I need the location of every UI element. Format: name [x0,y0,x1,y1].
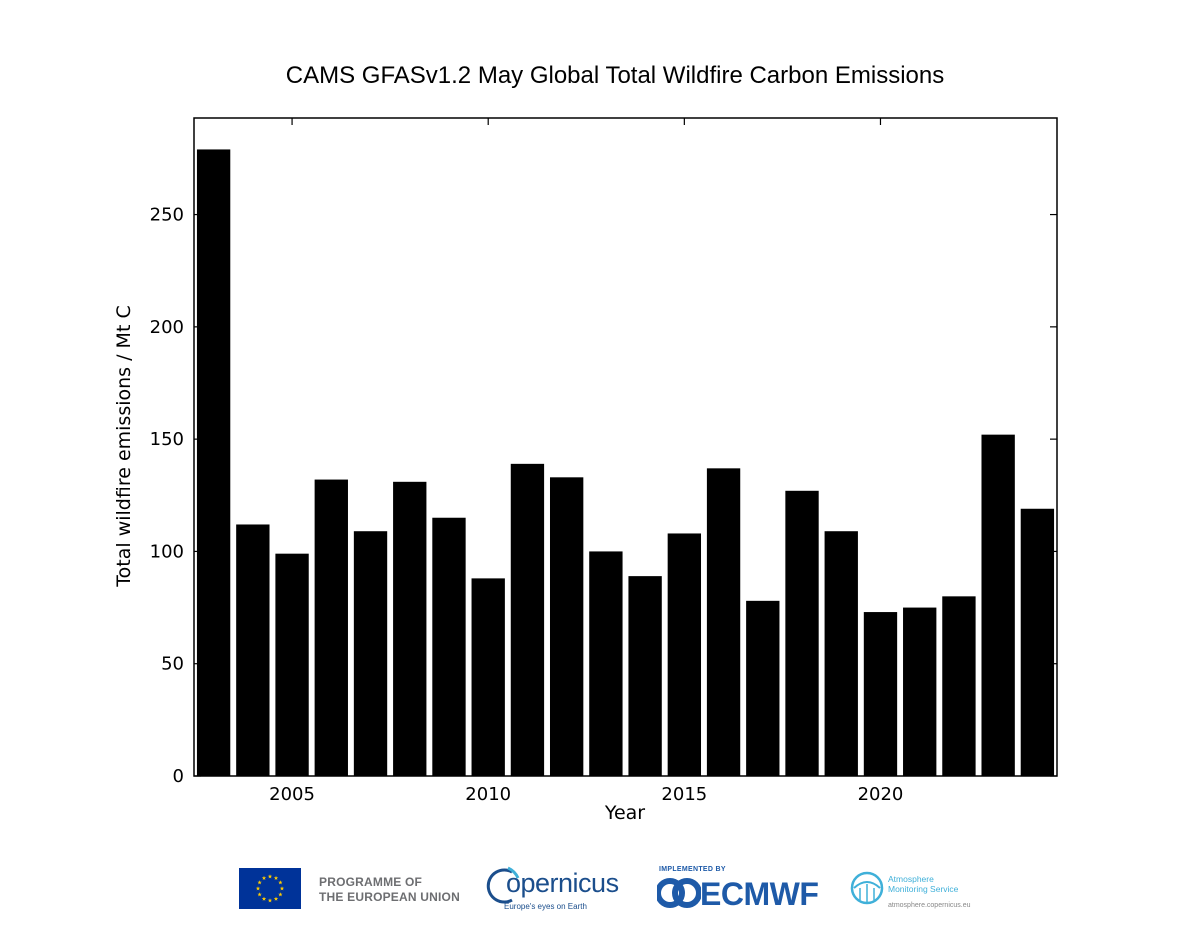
bar-2006 [314,479,348,776]
eu-star-icon [267,874,273,879]
bar-2022 [942,596,976,776]
x-tick-label-2015: 2015 [661,784,707,805]
eu-star-icon [257,892,262,897]
x-tick-label-2020: 2020 [858,784,904,805]
eu-flag-icon [239,868,301,909]
bar-2010 [471,578,505,776]
y-axis-label: Total wildfire emissions / Mt C [113,305,135,587]
y-tick-label-0: 0 [173,766,184,787]
y-tick-label-150: 150 [150,429,184,450]
bar-2019 [824,531,858,776]
copernicus-tagline: Europe's eyes on Earth [504,902,587,911]
y-tick-label-50: 50 [161,654,184,675]
eu-star-icon [261,896,267,901]
y-tick-label-200: 200 [150,317,184,338]
bar-2005 [275,553,309,776]
x-axis-label: Year [604,802,645,824]
ecmwf-logo: IMPLEMENTED BY ECMWF [657,864,827,914]
ams-url: atmosphere.copernicus.eu [888,902,971,909]
bar-2021 [903,607,937,776]
bar-2023 [981,434,1015,776]
x-axis: 2005 2010 2015 2020 [269,118,903,805]
bar-2011 [510,463,545,776]
bar-2007 [353,531,388,776]
chart: CAMS GFASv1.2 May Global Total Wildfire … [113,62,1058,824]
ams-title: Atmosphere Monitoring Service [888,874,958,894]
y-axis: 0 50 100 150 200 250 [150,205,1057,787]
bar-2024 [1020,508,1055,776]
eu-text-line2: THE EUROPEAN UNION [319,890,460,904]
copernicus-word: opernicus [506,868,619,898]
bar-2014 [628,576,662,776]
eu-text-line1: PROGRAMME OF [319,875,423,889]
x-tick-label-2010: 2010 [465,784,511,805]
copernicus-c-icon [486,866,520,904]
bar-2017 [746,600,780,776]
chart-title: CAMS GFASv1.2 May Global Total Wildfire … [286,62,944,89]
bar-2013 [589,551,623,776]
y-tick-label-100: 100 [150,541,184,562]
bar-2015 [667,533,702,776]
bar-2020 [863,612,898,776]
eu-star-icon [255,886,261,891]
bar-2009 [432,517,466,776]
ams-line2: Monitoring Service [888,884,959,894]
bar-2016 [706,468,741,776]
eu-star-icon [257,880,262,885]
y-tick-label-250: 250 [150,205,184,226]
ecmwf-symbol-icon [657,878,701,908]
ams-globe-icon [850,871,884,905]
eu-star-icon [278,880,283,885]
bar-2012 [549,477,584,776]
ams-logo: Atmosphere Monitoring Service atmosphere… [848,866,988,916]
bar-2004 [236,524,270,776]
ams-line1: Atmosphere [888,874,934,884]
eu-star-icon [261,875,267,880]
plot-frame [193,117,1058,777]
bar-2018 [785,490,819,776]
eu-star-icon [278,892,283,897]
copernicus-logo: opernicus Europe's eyes on Earth [484,864,619,916]
x-tick-label-2005: 2005 [269,784,315,805]
eu-star-icon [267,898,273,903]
ecmwf-implemented-by: IMPLEMENTED BY [659,866,726,873]
ecmwf-word: ECMWF [700,876,819,912]
eu-programme-text: PROGRAMME OF THE EUROPEAN UNION [319,875,460,905]
eu-star-icon [273,875,279,880]
bars-group [196,149,1055,776]
bar-2008 [393,481,427,776]
logo-strip: PROGRAMME OF THE EUROPEAN UNION opernicu… [0,860,1200,920]
eu-star-icon [273,896,279,901]
eu-star-icon [279,886,285,891]
bar-2003 [196,149,231,776]
